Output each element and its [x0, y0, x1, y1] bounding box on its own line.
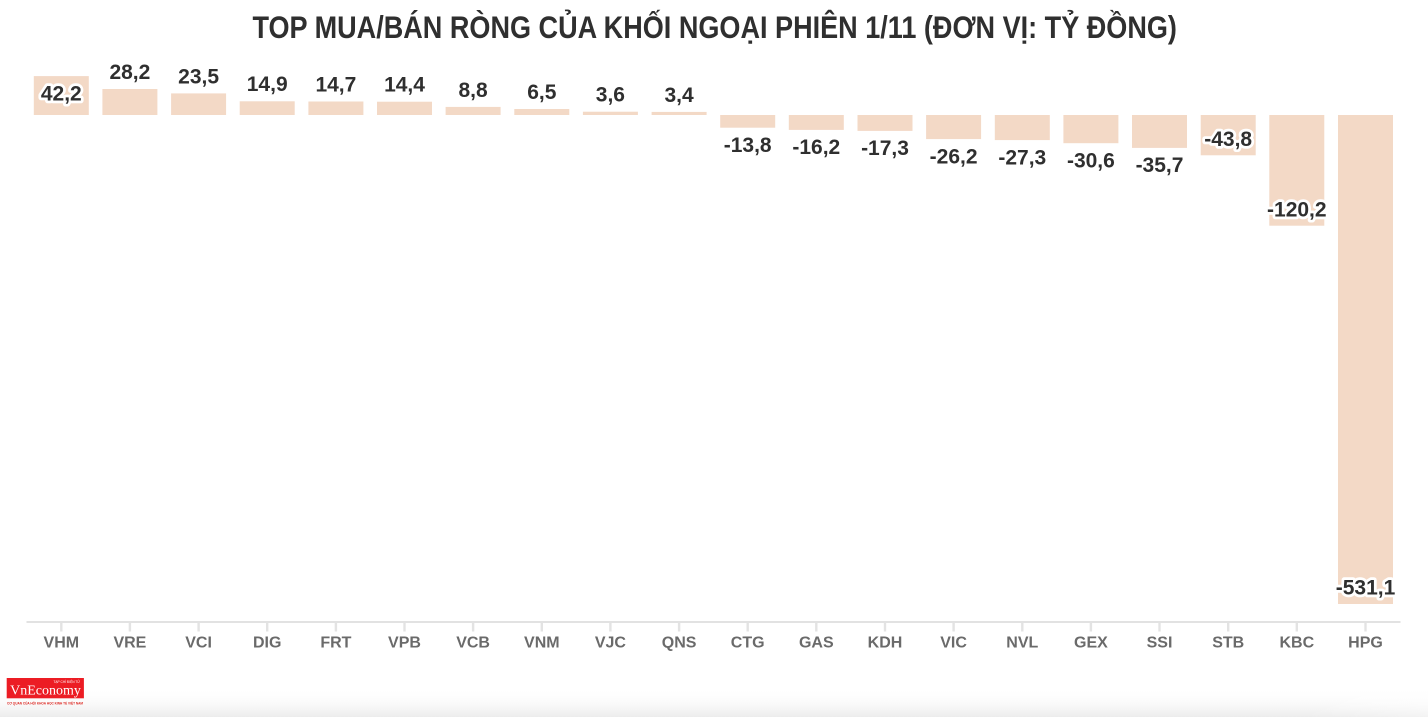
svg-text:QNS: QNS: [662, 635, 697, 652]
svg-text:GAS: GAS: [799, 635, 834, 652]
svg-text:VHM: VHM: [44, 635, 80, 652]
svg-text:KDH: KDH: [868, 635, 903, 652]
svg-text:-120,2: -120,2: [1267, 198, 1327, 221]
svg-text:HPG: HPG: [1348, 635, 1383, 652]
svg-text:-27,3: -27,3: [998, 146, 1046, 169]
svg-text:SSI: SSI: [1147, 635, 1173, 652]
svg-text:CTG: CTG: [731, 635, 765, 652]
svg-text:28,2: 28,2: [109, 61, 150, 84]
svg-text:VRE: VRE: [113, 635, 146, 652]
svg-text:3,4: 3,4: [664, 84, 694, 107]
svg-text:VIC: VIC: [940, 635, 967, 652]
svg-text:3,6: 3,6: [596, 84, 625, 107]
svg-text:42,2: 42,2: [41, 82, 82, 105]
svg-text:6,5: 6,5: [527, 81, 557, 104]
svg-text:-13,8: -13,8: [724, 134, 772, 157]
svg-text:-17,3: -17,3: [861, 137, 909, 160]
svg-text:STB: STB: [1212, 635, 1244, 652]
svg-text:23,5: 23,5: [178, 65, 219, 88]
svg-text:VnEconomy: VnEconomy: [10, 683, 81, 698]
svg-text:TẠP CHÍ ĐIỆN TỬ: TẠP CHÍ ĐIỆN TỬ: [53, 679, 80, 684]
svg-text:VPB: VPB: [388, 635, 421, 652]
svg-text:-531,1: -531,1: [1336, 577, 1396, 600]
svg-text:VCB: VCB: [456, 635, 490, 652]
svg-text:CƠ QUAN CỦA HỘI KHOA HỌC KINH: CƠ QUAN CỦA HỘI KHOA HỌC KINH TẾ VIỆT NA…: [7, 700, 83, 705]
svg-text:14,7: 14,7: [315, 73, 356, 96]
svg-text:KBC: KBC: [1279, 635, 1314, 652]
svg-text:VJC: VJC: [595, 635, 627, 652]
svg-text:TOP MUA/BÁN RÒNG CỦA KHỐI NGOẠ: TOP MUA/BÁN RÒNG CỦA KHỐI NGOẠI PHIÊN 1/…: [252, 9, 1177, 45]
svg-text:DIG: DIG: [253, 635, 281, 652]
svg-text:GEX: GEX: [1074, 635, 1108, 652]
svg-text:VCI: VCI: [185, 635, 212, 652]
svg-text:-35,7: -35,7: [1136, 154, 1184, 177]
svg-text:-30,6: -30,6: [1067, 149, 1115, 172]
svg-text:14,4: 14,4: [384, 74, 425, 97]
svg-text:-16,2: -16,2: [792, 136, 840, 159]
svg-text:-26,2: -26,2: [930, 145, 978, 168]
svg-text:-43,8: -43,8: [1204, 128, 1252, 151]
svg-text:FRT: FRT: [320, 635, 351, 652]
svg-text:14,9: 14,9: [247, 73, 288, 96]
svg-text:NVL: NVL: [1006, 635, 1038, 652]
svg-text:VNM: VNM: [524, 635, 560, 652]
svg-text:8,8: 8,8: [458, 79, 488, 102]
